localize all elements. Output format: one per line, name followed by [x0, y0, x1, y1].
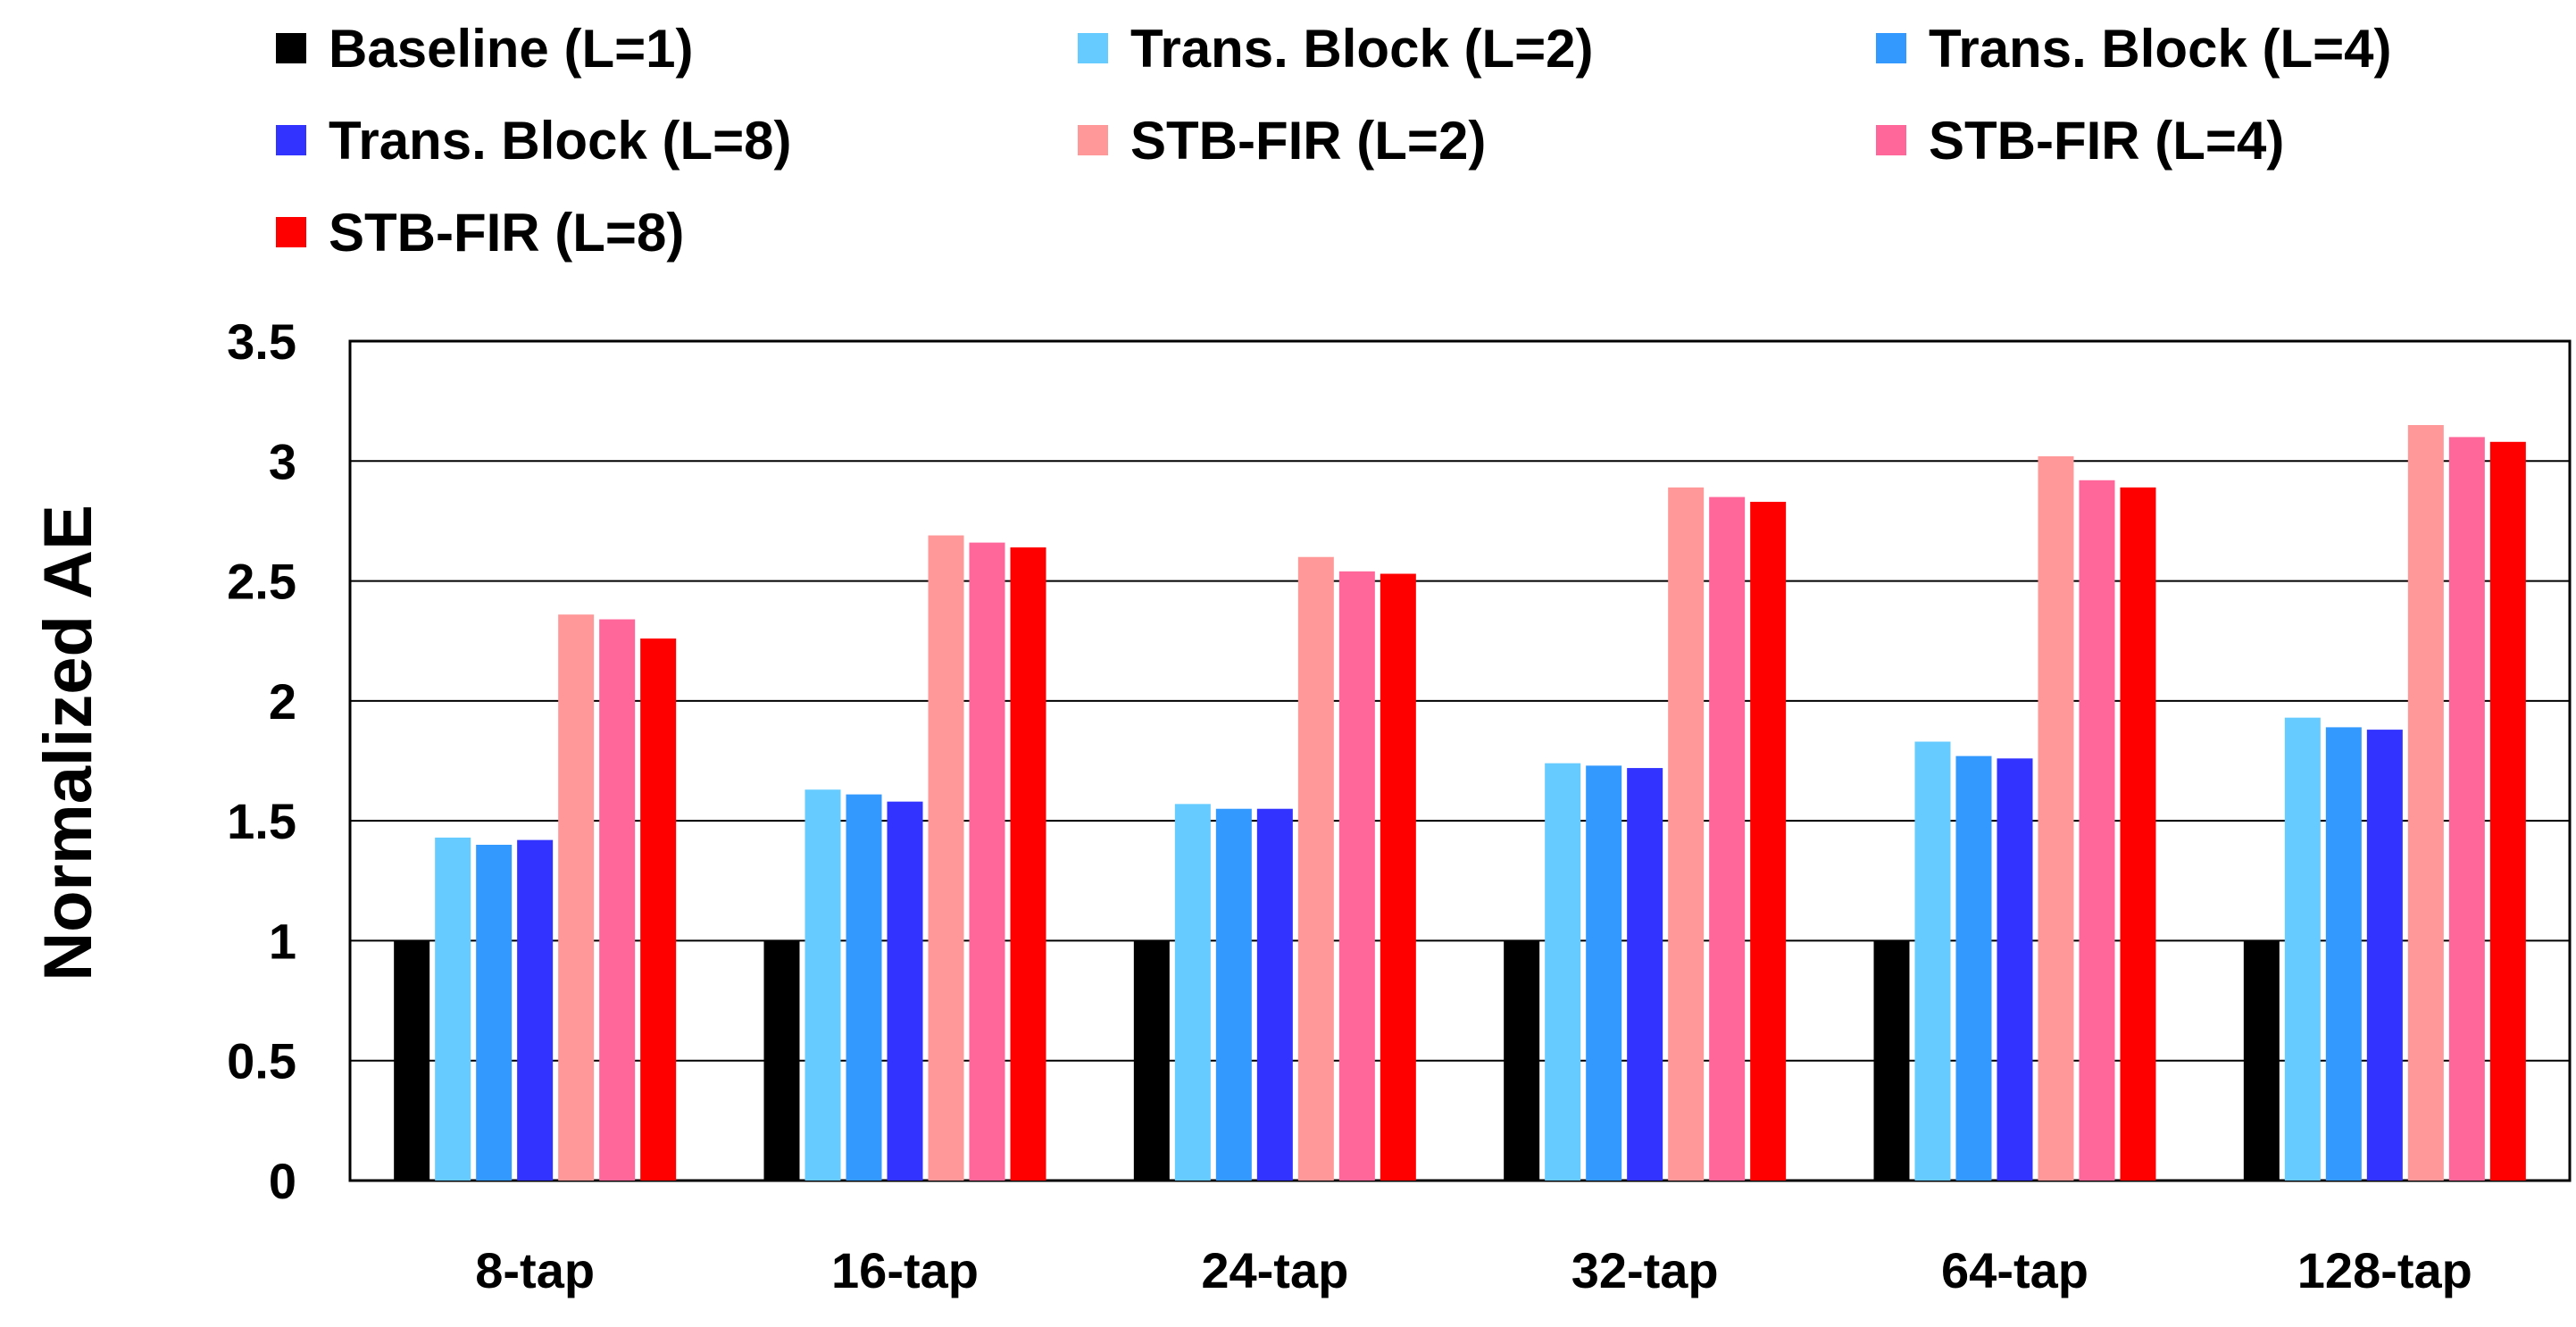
legend-label-stb-fir-l-8: STB-FIR (L=8)	[329, 203, 684, 263]
legend-label-trans-block-l-8: Trans. Block (L=8)	[329, 111, 792, 171]
legend: Baseline (L=1) Trans. Block (L=2) Trans. B…	[276, 19, 2392, 263]
x-tick-label-64-tap: 64-tap	[1941, 1242, 2088, 1298]
legend-item-stb-fir-l-2: STB-FIR (L=2)	[1078, 111, 1486, 171]
y-tick-label-2: 2	[269, 673, 296, 730]
y-tick-label-3-5: 3.5	[227, 313, 296, 370]
bar-trans-block-l-4-64-tap	[1955, 755, 1992, 1181]
bar-stb-fir-l-8-32-tap	[1750, 501, 1787, 1181]
legend-item-trans-block-l-4: Trans. Block (L=4)	[1876, 19, 2392, 79]
bar-stb-fir-l-4-16-tap	[969, 542, 1005, 1181]
bar-stb-fir-l-2-16-tap	[928, 535, 964, 1181]
legend-swatch-stb-fir-l-4	[1876, 125, 1906, 155]
legend-label-trans-block-l-4: Trans. Block (L=4)	[1929, 19, 2392, 79]
bar-trans-block-l-4-16-tap	[846, 794, 882, 1181]
bar-stb-fir-l-4-24-tap	[1338, 571, 1375, 1181]
bar-trans-block-l-8-16-tap	[887, 801, 923, 1181]
bar-stb-fir-l-8-8-tap	[640, 638, 677, 1181]
bar-trans-block-l-8-64-tap	[1997, 758, 2033, 1181]
legend-label-stb-fir-l-4: STB-FIR (L=4)	[1929, 111, 2284, 171]
bar-stb-fir-l-8-128-tap	[2489, 441, 2526, 1181]
legend-label-stb-fir-l-2: STB-FIR (L=2)	[1130, 111, 1486, 171]
y-tick-label-1-5: 1.5	[227, 793, 296, 849]
bar-trans-block-l-2-128-tap	[2284, 717, 2321, 1181]
bar-stb-fir-l-2-64-tap	[2038, 455, 2074, 1181]
bar-baseline-l-1-24-tap	[1133, 940, 1170, 1181]
legend-label-baseline-l-1: Baseline (L=1)	[329, 19, 694, 79]
bar-stb-fir-l-2-24-tap	[1297, 556, 1334, 1181]
y-tick-label-2-5: 2.5	[227, 554, 296, 610]
bar-trans-block-l-2-24-tap	[1174, 804, 1211, 1181]
bar-trans-block-l-4-8-tap	[476, 845, 513, 1181]
y-tick-label-3: 3	[269, 433, 296, 489]
bar-baseline-l-1-8-tap	[394, 940, 430, 1181]
bar-trans-block-l-8-24-tap	[1256, 808, 1293, 1181]
bar-trans-block-l-2-64-tap	[1914, 741, 1951, 1181]
bar-trans-block-l-4-32-tap	[1586, 765, 1622, 1181]
legend-item-stb-fir-l-4: STB-FIR (L=4)	[1876, 111, 2284, 171]
bar-stb-fir-l-2-128-tap	[2407, 425, 2444, 1181]
bar-stb-fir-l-4-128-tap	[2448, 437, 2485, 1181]
legend-swatch-trans-block-l-8	[276, 125, 306, 155]
legend-swatch-baseline-l-1	[276, 33, 306, 63]
bar-baseline-l-1-128-tap	[2243, 940, 2280, 1181]
bar-stb-fir-l-8-24-tap	[1380, 573, 1416, 1181]
bar-trans-block-l-8-128-tap	[2366, 730, 2403, 1181]
bar-stb-fir-l-4-8-tap	[599, 619, 636, 1181]
y-axis-title: Normalized AE	[30, 505, 106, 981]
bar-trans-block-l-2-32-tap	[1545, 763, 1581, 1181]
legend-swatch-stb-fir-l-8	[276, 217, 306, 247]
y-tick-label-0-5: 0.5	[227, 1033, 296, 1089]
y-tick-label-0: 0	[269, 1153, 296, 1209]
bar-trans-block-l-4-24-tap	[1215, 808, 1252, 1181]
plot-area: 0 0.5 1 1.5 2 2.5 3 3.5 8-tap 16-tap 24-tap 32-tap 6…	[227, 313, 2572, 1298]
legend-swatch-trans-block-l-2	[1078, 33, 1108, 63]
bar-stb-fir-l-2-8-tap	[558, 614, 595, 1181]
x-tick-label-128-tap: 128-tap	[2297, 1242, 2472, 1298]
legend-item-baseline-l-1: Baseline (L=1)	[276, 19, 694, 79]
x-tick-label-32-tap: 32-tap	[1571, 1242, 1719, 1298]
bar-trans-block-l-8-32-tap	[1627, 768, 1663, 1181]
bar-trans-block-l-4-128-tap	[2325, 727, 2362, 1181]
bar-baseline-l-1-16-tap	[763, 940, 800, 1181]
bar-trans-block-l-8-8-tap	[517, 839, 554, 1181]
legend-label-trans-block-l-2: Trans. Block (L=2)	[1130, 19, 1594, 79]
x-tick-label-24-tap: 24-tap	[1201, 1242, 1348, 1298]
legend-swatch-trans-block-l-4	[1876, 33, 1906, 63]
bar-stb-fir-l-8-64-tap	[2120, 487, 2156, 1181]
plot-border	[348, 339, 2572, 1182]
bar-baseline-l-1-32-tap	[1504, 940, 1540, 1181]
y-tick-label-1: 1	[269, 913, 296, 969]
x-tick-label-16-tap: 16-tap	[831, 1242, 979, 1298]
legend-item-stb-fir-l-8: STB-FIR (L=8)	[276, 203, 684, 263]
bar-stb-fir-l-2-32-tap	[1668, 487, 1705, 1181]
x-tick-label-8-tap: 8-tap	[475, 1242, 595, 1298]
legend-item-trans-block-l-8: Trans. Block (L=8)	[276, 111, 792, 171]
bar-stb-fir-l-8-16-tap	[1010, 547, 1046, 1181]
bar-trans-block-l-2-8-tap	[435, 837, 471, 1181]
bar-stb-fir-l-4-64-tap	[2079, 480, 2115, 1181]
legend-swatch-stb-fir-l-2	[1078, 125, 1108, 155]
bar-stb-fir-l-4-32-tap	[1709, 497, 1746, 1181]
bar-baseline-l-1-64-tap	[1873, 940, 1910, 1181]
bar-trans-block-l-2-16-tap	[804, 789, 841, 1181]
legend-item-trans-block-l-2: Trans. Block (L=2)	[1078, 19, 1594, 79]
